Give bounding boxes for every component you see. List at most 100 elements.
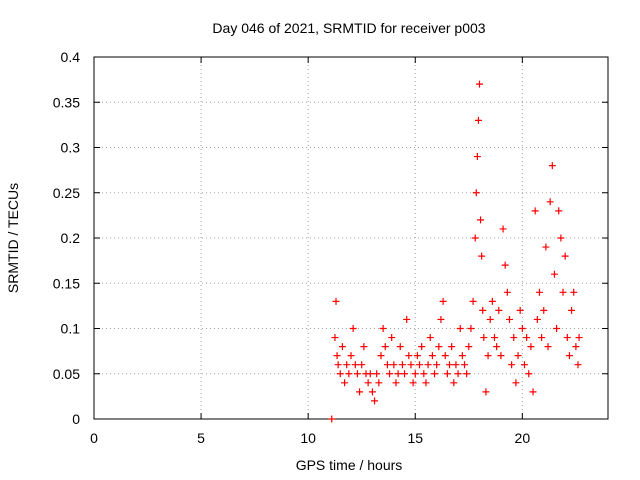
data-point bbox=[392, 379, 400, 387]
data-point bbox=[523, 334, 531, 342]
data-point bbox=[563, 334, 571, 342]
data-point bbox=[514, 352, 522, 360]
data-point bbox=[377, 352, 385, 360]
data-point bbox=[446, 361, 454, 369]
data-point bbox=[401, 370, 409, 378]
data-point bbox=[575, 334, 583, 342]
data-point bbox=[331, 334, 339, 342]
data-point bbox=[433, 361, 441, 369]
data-point bbox=[347, 352, 355, 360]
data-point bbox=[418, 343, 426, 351]
data-point bbox=[471, 234, 479, 242]
data-point bbox=[443, 370, 451, 378]
data-point bbox=[508, 361, 516, 369]
data-point bbox=[435, 343, 443, 351]
data-point bbox=[540, 306, 548, 314]
data-point bbox=[366, 370, 374, 378]
data-point bbox=[565, 352, 573, 360]
x-axis-title: GPS time / hours bbox=[296, 457, 403, 473]
data-point bbox=[525, 370, 533, 378]
data-point bbox=[405, 352, 413, 360]
data-point bbox=[486, 315, 494, 323]
data-point bbox=[477, 216, 485, 224]
data-point bbox=[550, 270, 558, 278]
data-point bbox=[351, 361, 359, 369]
data-point bbox=[456, 325, 464, 332]
data-point bbox=[358, 361, 366, 369]
y-tick-label: 0.1 bbox=[61, 321, 81, 337]
data-point bbox=[373, 370, 381, 378]
data-point bbox=[553, 325, 561, 332]
y-tick-label: 0.05 bbox=[53, 366, 80, 382]
data-point bbox=[424, 361, 432, 369]
data-series-points bbox=[328, 80, 583, 423]
data-point bbox=[476, 80, 483, 88]
data-point bbox=[383, 361, 391, 369]
data-point bbox=[368, 388, 376, 396]
data-point bbox=[356, 388, 364, 396]
y-tick-label: 0.15 bbox=[53, 275, 80, 291]
y-axis-title: SRMTID / TECUs bbox=[5, 183, 21, 293]
x-tick-label: 15 bbox=[407, 430, 423, 446]
data-point bbox=[364, 379, 372, 387]
x-tick-label: 0 bbox=[90, 430, 98, 446]
x-tick-label: 5 bbox=[197, 430, 205, 446]
data-point bbox=[484, 352, 492, 360]
data-point bbox=[478, 252, 486, 260]
data-point bbox=[450, 379, 458, 387]
data-point bbox=[542, 243, 550, 251]
data-point bbox=[409, 379, 417, 387]
data-point bbox=[533, 315, 541, 323]
data-point bbox=[416, 361, 424, 369]
data-point bbox=[454, 370, 462, 378]
y-tick-label: 0.35 bbox=[53, 94, 80, 110]
data-point bbox=[472, 189, 480, 197]
y-tick-label: 0.4 bbox=[61, 49, 81, 65]
data-point bbox=[441, 352, 449, 360]
x-tick-label: 20 bbox=[515, 430, 531, 446]
data-point bbox=[512, 379, 520, 387]
data-point bbox=[559, 288, 567, 296]
data-point bbox=[538, 334, 546, 342]
data-point bbox=[548, 162, 556, 170]
y-tick-label: 0.3 bbox=[61, 140, 81, 156]
data-point bbox=[411, 370, 419, 378]
data-point bbox=[334, 361, 342, 369]
data-point bbox=[479, 306, 487, 314]
data-point bbox=[422, 379, 430, 387]
data-point bbox=[561, 252, 569, 260]
data-point bbox=[557, 234, 565, 242]
data-point bbox=[437, 315, 445, 323]
data-point bbox=[488, 297, 496, 305]
data-point bbox=[458, 352, 466, 360]
data-point bbox=[386, 370, 394, 378]
data-point bbox=[529, 388, 537, 396]
data-point bbox=[338, 343, 346, 351]
data-point bbox=[574, 361, 582, 369]
data-point bbox=[520, 361, 528, 369]
data-point bbox=[467, 325, 475, 332]
data-point bbox=[465, 343, 473, 351]
data-point bbox=[388, 334, 396, 342]
data-point bbox=[431, 370, 439, 378]
data-point bbox=[570, 288, 578, 296]
data-point bbox=[535, 288, 543, 296]
data-point bbox=[396, 343, 404, 351]
data-point bbox=[360, 343, 368, 351]
data-point bbox=[463, 370, 471, 378]
data-point bbox=[343, 361, 351, 369]
axis-ticks: 0 0.05 0.1 0.15 0.2 0.25 0.3 0.35 0.4 0 5 10 15 20 bbox=[53, 49, 608, 446]
data-point bbox=[490, 334, 498, 342]
data-point bbox=[390, 361, 398, 369]
data-point bbox=[473, 153, 481, 161]
data-point bbox=[480, 334, 488, 342]
data-point bbox=[448, 343, 456, 351]
data-point bbox=[420, 370, 428, 378]
x-tick-label: 10 bbox=[300, 430, 316, 446]
data-point bbox=[527, 343, 535, 351]
y-tick-label: 0 bbox=[72, 411, 80, 427]
data-point bbox=[353, 370, 361, 378]
data-point bbox=[439, 297, 447, 305]
